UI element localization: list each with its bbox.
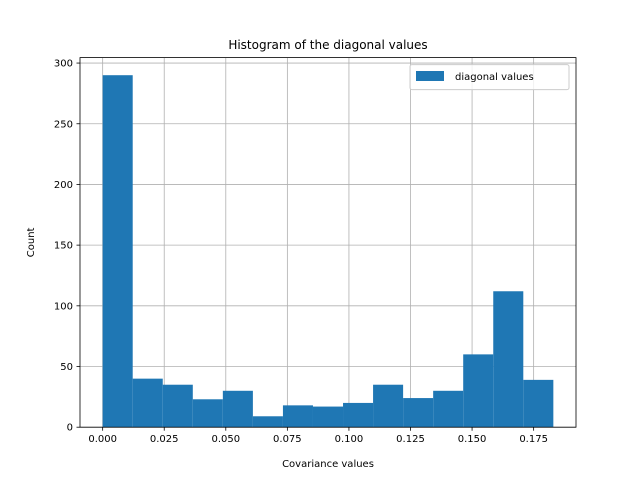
y-tick-label: 50 [60,362,73,373]
plot-frame [79,57,577,428]
x-tick-label: 0.000 [88,434,117,445]
legend-box [409,64,570,91]
histogram-bar [192,399,223,428]
ticks: 0.000 0.025 0.050 0.075 0.100 0.125 0.150 0.175… [54,59,548,446]
histogram-bar [312,406,344,428]
histogram-bar [102,75,133,428]
chart-title: Histogram of the diagonal values [228,38,427,52]
x-tick-label: 0.025 [150,434,179,445]
bars [102,75,554,428]
x-tick-label: 0.075 [273,434,302,445]
histogram-bar [403,398,434,428]
x-tick-label: 0.100 [335,434,364,445]
y-tick-label: 150 [54,241,73,252]
y-axis-label: Count [26,227,37,257]
histogram-bar [282,405,313,428]
x-tick-label: 0.150 [458,434,487,445]
histogram-bar [493,291,524,428]
histogram-bar [252,416,283,428]
y-tick-label: 0 [67,423,73,434]
x-tick-label: 0.050 [211,434,240,445]
y-tick-label: 100 [54,301,73,312]
histogram-bar [343,402,374,428]
x-axis-label: Covariance values [282,459,374,470]
histogram-bar [523,379,554,428]
histogram-bar [132,378,163,428]
histogram-bar [373,384,404,428]
x-tick-label: 0.125 [396,434,425,445]
histogram-bar [162,384,193,428]
x-tick-label: 0.175 [519,434,548,445]
legend-swatch [416,71,444,81]
histogram-bar [463,354,494,428]
legend-label: diagonal values [455,72,534,83]
y-tick-label: 300 [54,59,73,70]
histogram-bar [222,390,253,428]
histogram-bar [433,390,464,428]
legend: diagonal values [409,64,570,91]
y-tick-label: 250 [54,119,73,130]
y-tick-label: 200 [54,180,73,191]
